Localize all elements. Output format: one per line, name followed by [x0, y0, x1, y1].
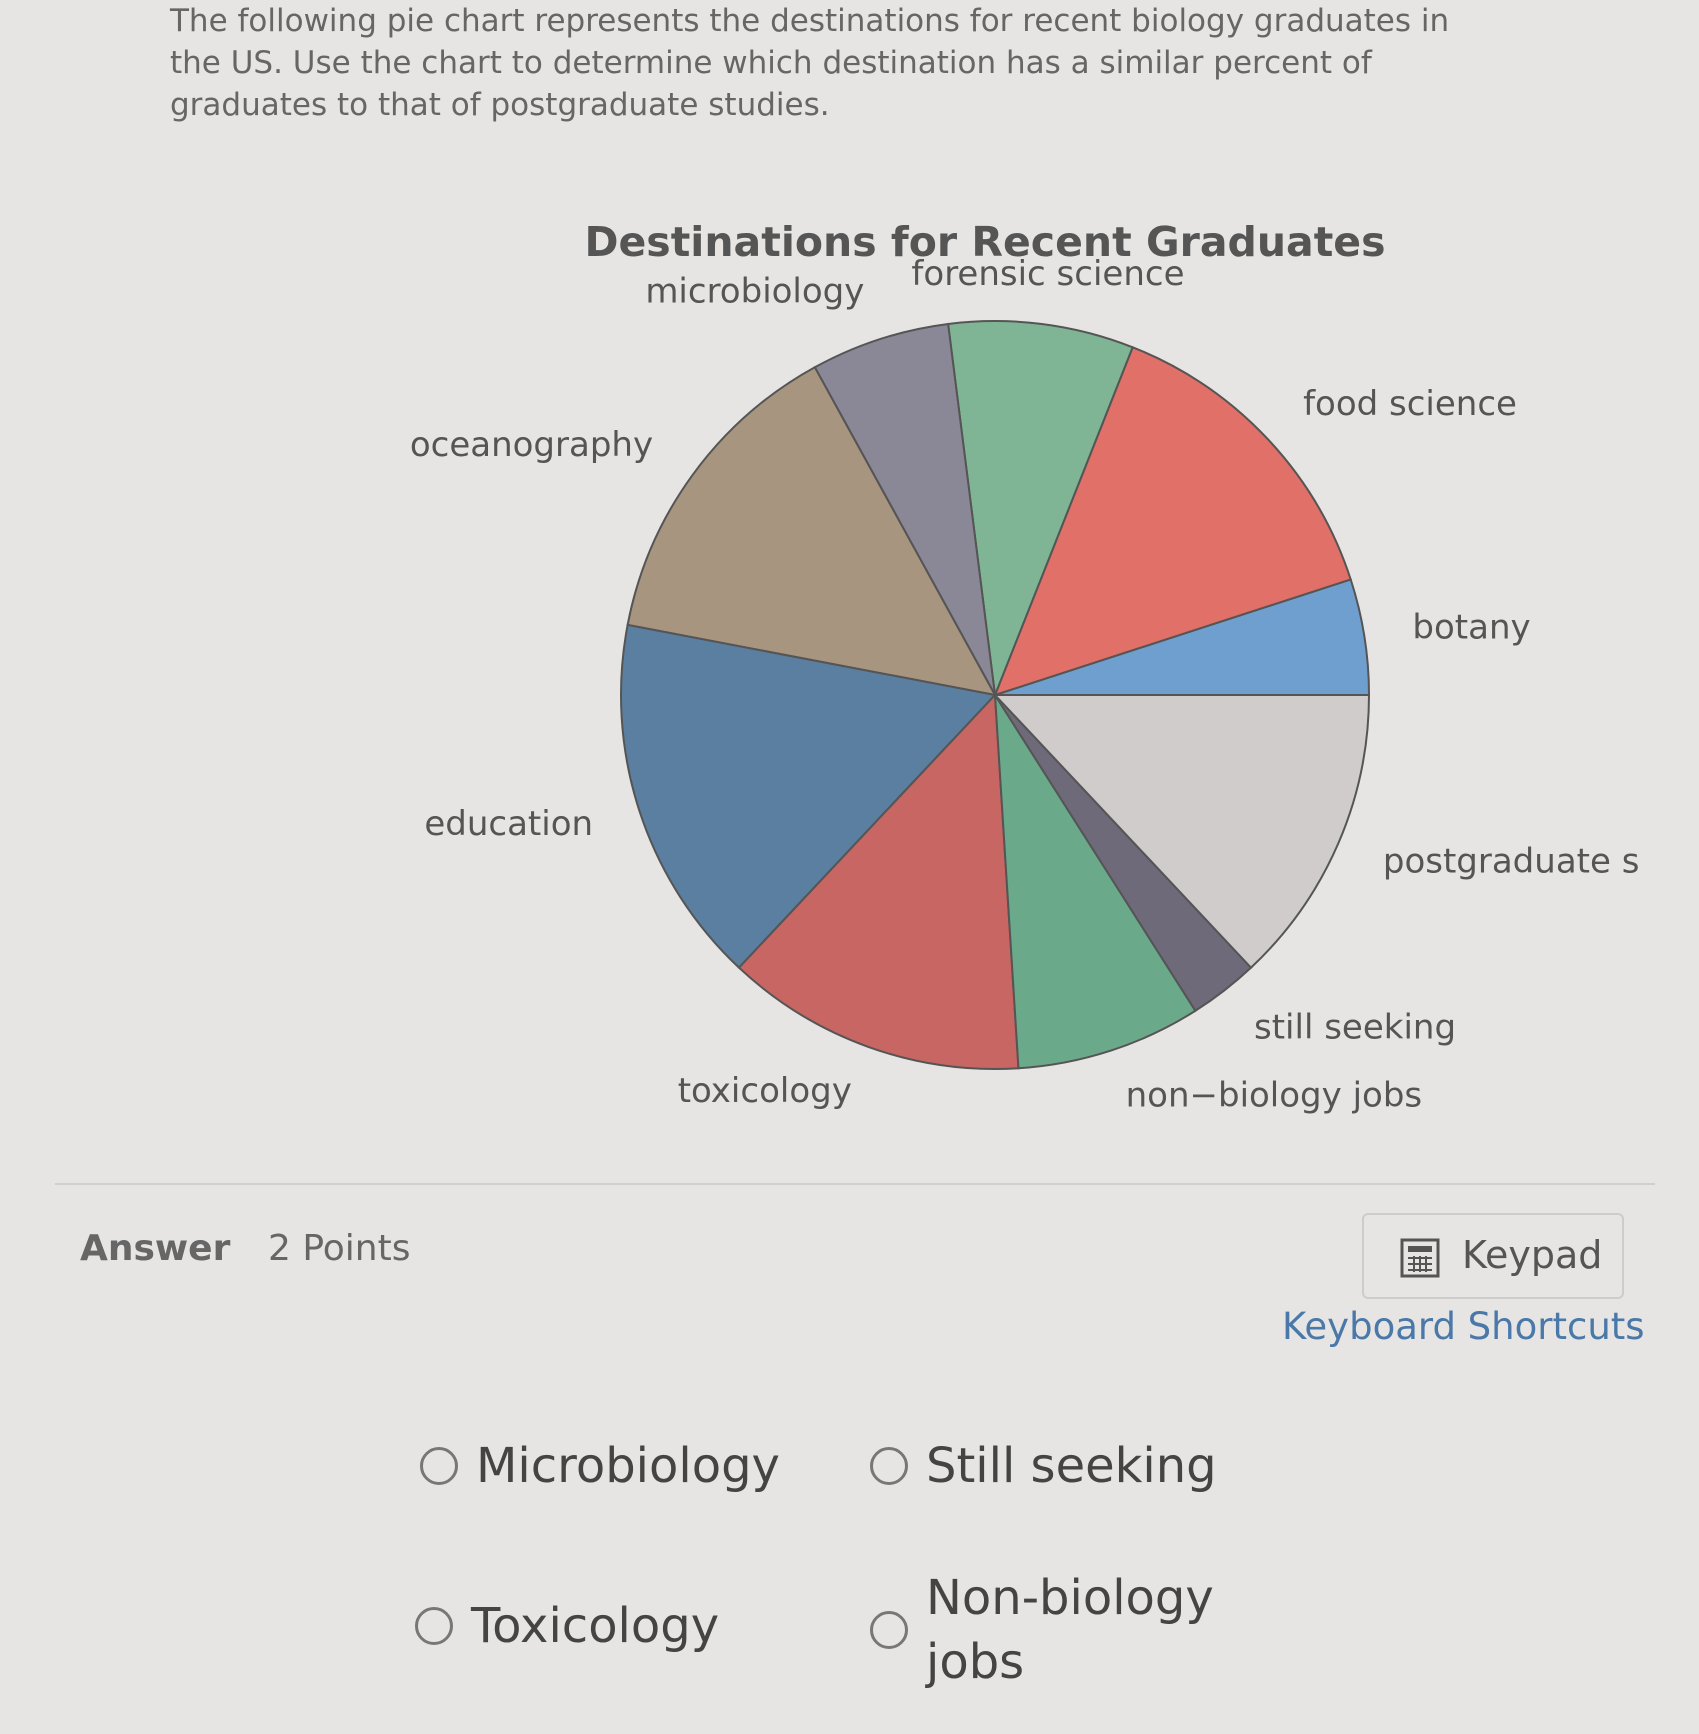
option[interactable]: Microbiology: [420, 1438, 780, 1494]
pie-slice: [993, 345, 1352, 697]
slice-label: oceanography: [410, 425, 653, 465]
keypad-icon: [1400, 1238, 1440, 1278]
slice-label: botany: [1412, 607, 1530, 647]
pie-slice: [620, 623, 997, 970]
option-label: Non-biology jobs: [926, 1570, 1214, 1690]
slice-label: non−biology jobs: [1126, 1075, 1423, 1115]
radio[interactable]: [415, 1607, 453, 1645]
keypad-button[interactable]: Keypad: [1362, 1213, 1624, 1299]
points: 2 Points: [268, 1228, 411, 1269]
pie-slice: [947, 320, 1134, 696]
separator: [55, 1183, 1655, 1185]
pie-slice: [992, 694, 1371, 970]
slice-label: food science: [1303, 384, 1517, 424]
option[interactable]: Still seeking: [870, 1438, 1217, 1494]
option-label: Microbiology: [476, 1438, 780, 1494]
pie-slice: [737, 692, 1020, 1070]
question-text: The following pie chart represents the d…: [170, 3, 1450, 123]
pie-slice: [813, 322, 996, 696]
radio[interactable]: [870, 1447, 908, 1485]
option-label: Toxicology: [471, 1598, 720, 1654]
slice-label: postgraduate s: [1383, 841, 1640, 881]
pie-slice: [994, 694, 1197, 1070]
slice-label: toxicology: [678, 1071, 852, 1111]
slice-label: microbiology: [645, 272, 864, 312]
radio[interactable]: [420, 1447, 458, 1485]
chart-title: Destinations for Recent Graduates: [584, 218, 1385, 266]
keyboard-shortcuts[interactable]: Keyboard Shortcuts: [1282, 1305, 1645, 1348]
option[interactable]: Non-biology jobs: [870, 1566, 1216, 1694]
answer-label: Answer: [80, 1228, 231, 1269]
pie-slice: [626, 365, 997, 697]
option-label: Still seeking: [926, 1438, 1217, 1494]
option[interactable]: Toxicology: [415, 1598, 719, 1654]
chart: Destinations for Recent Graduates botany…: [410, 218, 1640, 1115]
slice-label: education: [424, 804, 593, 844]
slice-label: still seeking: [1254, 1007, 1456, 1047]
keypad-label: Keypad: [1462, 1233, 1603, 1277]
radio[interactable]: [870, 1611, 908, 1649]
slice-label: forensic science: [911, 254, 1184, 294]
